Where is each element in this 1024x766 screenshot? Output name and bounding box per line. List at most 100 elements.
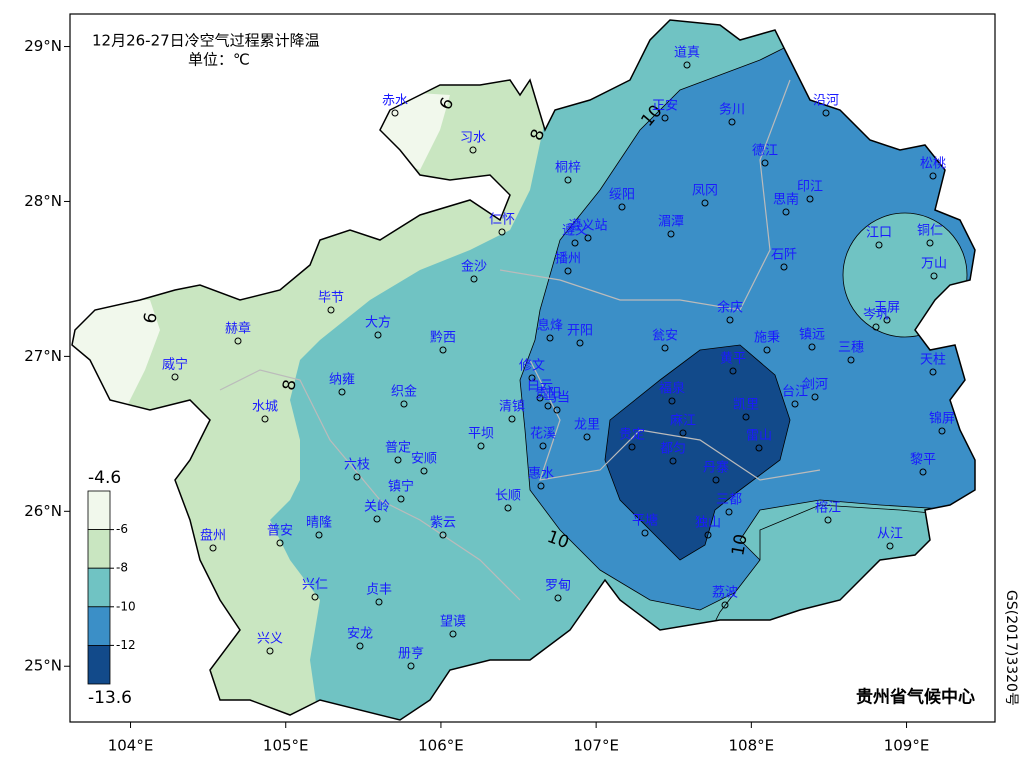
city-name: 施秉 — [754, 330, 780, 346]
city-name: 思南 — [773, 192, 799, 208]
city-marker — [209, 544, 217, 552]
city-name: 黔西 — [430, 331, 456, 346]
city-name: 岑巩 — [863, 308, 889, 323]
city-marker — [554, 594, 562, 602]
city-marker — [375, 598, 383, 606]
city-name: 黎平 — [910, 453, 936, 468]
city-name: 赫章 — [225, 321, 251, 337]
province-border — [71, 19, 976, 721]
city-name: 都匀 — [660, 442, 686, 457]
city-name: 玉屏 — [874, 301, 900, 316]
city-marker — [469, 146, 477, 154]
colorbar-segment — [87, 645, 111, 685]
city-name: 荔波 — [712, 586, 738, 601]
city-marker — [742, 413, 750, 421]
city-marker — [546, 334, 554, 342]
city-name: 习水 — [460, 131, 486, 146]
city-marker — [584, 234, 592, 242]
city-marker — [356, 642, 364, 650]
city-marker — [679, 429, 687, 437]
city-name: 遵义站 — [568, 218, 607, 234]
city-marker — [315, 531, 323, 539]
city-marker — [353, 473, 361, 481]
x-tick-label: 106°E — [418, 737, 464, 755]
city-marker — [391, 109, 399, 117]
city-marker — [394, 456, 402, 464]
city-marker — [926, 239, 934, 247]
city-name: 台江 — [782, 385, 808, 400]
city-marker — [661, 114, 669, 122]
city-name: 遵义 — [562, 223, 588, 239]
y-tick-label: 25°N — [24, 657, 62, 675]
city-name: 印江 — [797, 180, 823, 195]
city-marker — [669, 457, 677, 465]
city-marker — [886, 542, 894, 550]
city-marker — [683, 61, 691, 69]
city-name: 兴义 — [257, 632, 283, 647]
map-title: 12月26-27日冷空气过程累计降温 — [92, 32, 320, 50]
city-name: 凤冈 — [692, 184, 718, 199]
city-name: 石阡 — [771, 248, 797, 263]
city-name: 兴仁 — [302, 578, 328, 593]
city-name: 江口 — [866, 226, 892, 241]
city-name: 独山 — [695, 516, 721, 531]
city-name: 威宁 — [162, 357, 188, 373]
city-name: 白云 — [527, 378, 553, 394]
city-marker — [400, 400, 408, 408]
city-name: 三穗 — [838, 341, 864, 356]
city-name: 镇远 — [799, 328, 825, 343]
city-marker — [883, 316, 891, 324]
city-name: 麻江 — [670, 414, 696, 429]
x-tick-label: 104°E — [108, 737, 154, 755]
city-marker — [539, 442, 547, 450]
city-name: 万山 — [921, 257, 947, 272]
city-name: 锦屏 — [929, 412, 955, 427]
city-marker — [701, 199, 709, 207]
city-name: 湄潭 — [658, 215, 684, 230]
colorbar-segment — [87, 490, 111, 530]
city-name: 普定 — [385, 441, 411, 456]
city-marker — [808, 343, 816, 351]
city-name: 镇宁 — [388, 479, 414, 495]
city-marker — [712, 476, 720, 484]
city-name: 丹寨 — [703, 460, 729, 476]
city-marker — [553, 406, 561, 414]
city-marker — [576, 339, 584, 347]
city-name: 惠水 — [528, 467, 554, 482]
city-marker — [420, 467, 428, 475]
city-name: 清镇 — [499, 400, 525, 415]
city-name: 长顺 — [495, 489, 521, 504]
colorbar-segment — [87, 606, 111, 646]
city-marker — [571, 239, 579, 247]
colorbar-tick-label: -8 — [116, 561, 128, 575]
city-marker — [938, 427, 946, 435]
city-name: 贵定 — [619, 428, 645, 443]
city-marker — [311, 593, 319, 601]
city-name: 金沙 — [461, 259, 487, 275]
city-marker — [668, 397, 676, 405]
city-marker — [508, 415, 516, 423]
city-marker — [374, 331, 382, 339]
city-marker — [373, 515, 381, 523]
city-marker — [544, 402, 552, 410]
city-marker — [822, 109, 830, 117]
x-tick-label: 109°E — [884, 737, 930, 755]
city-name: 道真 — [674, 46, 700, 61]
city-marker — [824, 516, 832, 524]
city-name: 剑河 — [802, 377, 828, 393]
city-name: 沿河 — [813, 94, 839, 109]
city-marker — [729, 367, 737, 375]
x-tick-label: 105°E — [263, 737, 309, 755]
city-marker — [261, 415, 269, 423]
credit: 贵州省气候中心 — [856, 687, 975, 708]
city-marker — [929, 172, 937, 180]
city-name: 绥阳 — [609, 188, 635, 203]
unit-label: 单位：℃ — [188, 51, 250, 69]
city-name: 修文 — [519, 359, 545, 374]
colorbar-segment — [87, 529, 111, 569]
colorbar-min: -13.6 — [88, 688, 132, 708]
border-line — [499, 79, 791, 311]
border-line — [219, 369, 521, 601]
city-marker — [528, 374, 536, 382]
